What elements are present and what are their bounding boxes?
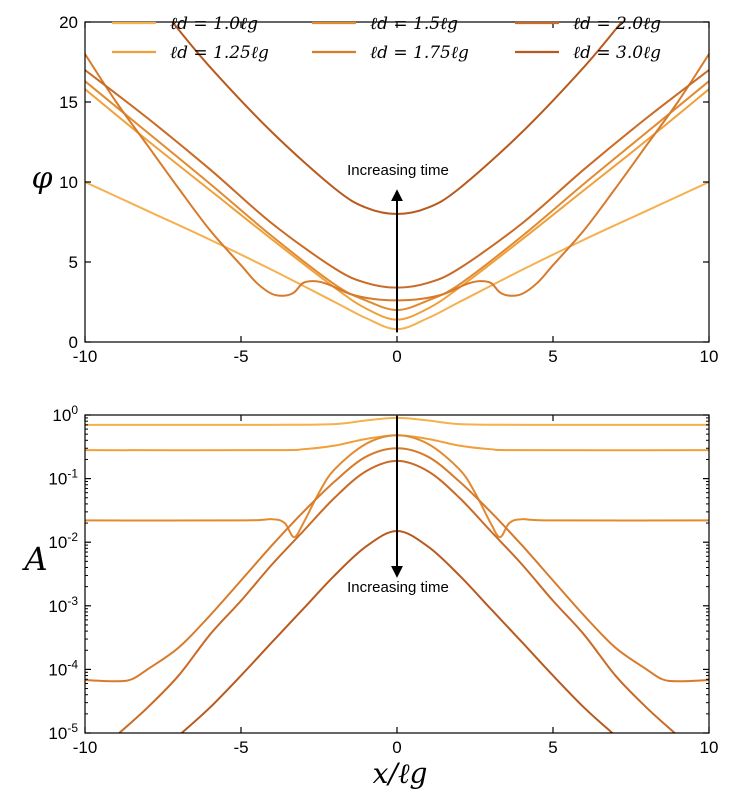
bottom-y-tick-label-4: 10-1	[48, 467, 78, 489]
bottom-y-tick-label-1: 10-4	[48, 657, 78, 679]
top-x-tick-label-2: 0	[392, 347, 401, 366]
top-y-tick-label-2: 10	[59, 173, 78, 192]
bottom-y-tick-label-3: 10-2	[48, 530, 78, 552]
bottom-x-tick-label-4: 10	[700, 738, 719, 757]
legend-label-1: ℓd = 1.25ℓg	[170, 43, 269, 63]
bottom-annotation: Increasing time	[347, 579, 449, 596]
top-y-tick-label-1: 5	[69, 253, 78, 272]
bottom-ticks-group: -10 -5 0 5 10 10-5 10-4 10-3 10-2 10-1 100	[48, 403, 718, 757]
bottom-x-tick-label-3: 5	[548, 738, 557, 757]
legend: ℓd = 1.0ℓg ℓd = 1.25ℓg ℓd = 1.5ℓg ℓd = 1.75…	[112, 14, 661, 63]
bottom-y-axis-label: A	[21, 540, 47, 578]
legend-label-4: ℓd = 2.0ℓg	[573, 14, 661, 34]
top-x-tick-label-4: 10	[700, 347, 719, 366]
legend-label-2: ℓd = 1.5ℓg	[370, 14, 458, 34]
legend-label-3: ℓd = 1.75ℓg	[370, 43, 469, 63]
bottom-y-tick-label-0: 10-5	[48, 721, 78, 743]
top-y-tick-label-0: 0	[69, 333, 78, 352]
legend-label-0: ℓd = 1.0ℓg	[170, 14, 258, 34]
top-x-tick-label-1: -5	[233, 347, 248, 366]
top-y-tick-label-4: 20	[59, 13, 78, 32]
bottom-chart-panel: Increasing time -10 -5 0 5 10 10-5 10-4 10-3 10-…	[21, 403, 718, 790]
top-y-tick-label-3: 15	[59, 93, 78, 112]
top-annotation: Increasing time	[347, 162, 449, 179]
legend-label-5: ℓd = 3.0ℓg	[573, 43, 661, 63]
bottom-x-tick-label-1: -5	[233, 738, 248, 757]
bottom-x-tick-label-2: 0	[392, 738, 401, 757]
bottom-y-tick-label-2: 10-3	[48, 594, 78, 616]
bottom-x-tick-label-0: -10	[73, 738, 98, 757]
top-chart-panel: Increasing time -10 -5 0 5 10 0 5 10 15 20 φ	[31, 13, 718, 366]
top-ticks-group: -10 -5 0 5 10 0 5 10 15 20	[59, 13, 718, 366]
top-y-axis-label: φ	[31, 161, 52, 196]
bottom-y-tick-label-5: 100	[52, 403, 78, 425]
top-x-tick-label-3: 5	[548, 347, 557, 366]
top-x-tick-label-0: -10	[73, 347, 98, 366]
bottom-x-axis-label: x/ℓg	[373, 757, 428, 790]
